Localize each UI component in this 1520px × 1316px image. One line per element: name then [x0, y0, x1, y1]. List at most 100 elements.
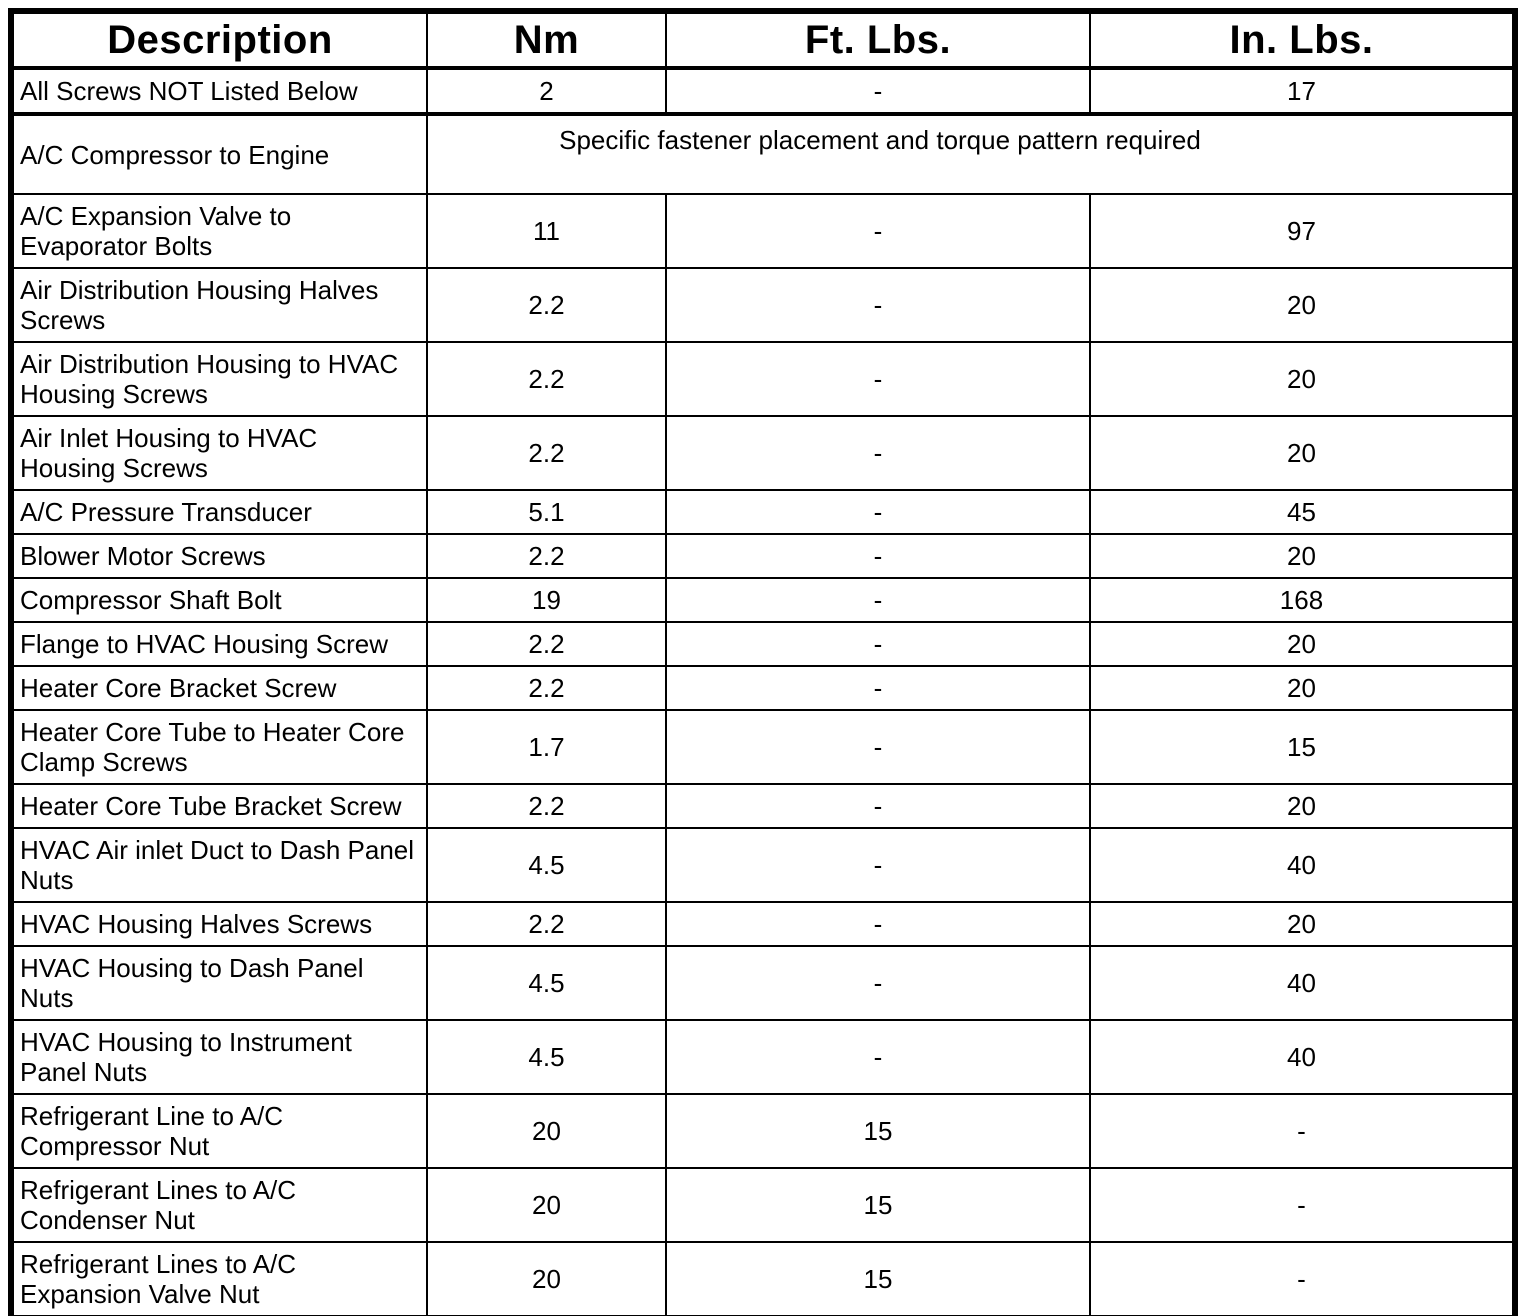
- in-lbs-cell: 45: [1089, 489, 1516, 535]
- description-cell: Air Inlet Housing to HVAC Housing Screws: [10, 415, 428, 491]
- in-lbs-cell: 20: [1089, 415, 1516, 491]
- nm-cell: 11: [426, 193, 667, 269]
- ft-lbs-cell: -: [665, 489, 1091, 535]
- table-row: All Screws NOT Listed Below 2-17: [10, 67, 1516, 116]
- table-row: Heater Core Bracket Screw 2.2-20: [10, 665, 1516, 711]
- description-cell: HVAC Air inlet Duct to Dash Panel Nuts: [10, 827, 428, 903]
- nm-cell: 1.7: [426, 709, 667, 785]
- in-lbs-cell: 17: [1089, 67, 1516, 116]
- table-row: Refrigerant Line to A/C Compressor Nut 20…: [10, 1093, 1516, 1169]
- in-lbs-cell: 20: [1089, 783, 1516, 829]
- in-lbs-cell: 97: [1089, 193, 1516, 269]
- in-lbs-cell: 15: [1089, 709, 1516, 785]
- description-cell: Blower Motor Screws: [10, 533, 428, 579]
- table-row: HVAC Air inlet Duct to Dash Panel Nuts 4.…: [10, 827, 1516, 903]
- table-row: Air Inlet Housing to HVAC Housing Screws…: [10, 415, 1516, 491]
- table-row: Heater Core Tube to Heater Core Clamp Sc…: [10, 709, 1516, 785]
- torque-spec-table: Description Nm Ft. Lbs. In. Lbs. All Scr…: [8, 8, 1518, 1316]
- nm-cell: 20: [426, 1241, 667, 1316]
- ft-lbs-cell: -: [665, 193, 1091, 269]
- table-body: All Screws NOT Listed Below 2-17 A/C Compr…: [10, 67, 1516, 1316]
- table-row: HVAC Housing to Dash Panel Nuts 4.5-40: [10, 945, 1516, 1021]
- nm-cell: 2.2: [426, 621, 667, 667]
- nm-cell: 2.2: [426, 901, 667, 947]
- nm-cell: 2.2: [426, 267, 667, 343]
- in-lbs-cell: -: [1089, 1167, 1516, 1243]
- description-cell: Refrigerant Line to A/C Compressor Nut: [10, 1093, 428, 1169]
- header-ft-lbs: Ft. Lbs.: [665, 10, 1091, 70]
- description-cell: Heater Core Bracket Screw: [10, 665, 428, 711]
- nm-cell: 20: [426, 1093, 667, 1169]
- in-lbs-cell: 20: [1089, 621, 1516, 667]
- nm-cell: 2.2: [426, 665, 667, 711]
- description-cell: Refrigerant Lines to A/C Expansion Valve…: [10, 1241, 428, 1316]
- description-cell: HVAC Housing to Instrument Panel Nuts: [10, 1019, 428, 1095]
- nm-cell: 2.2: [426, 341, 667, 417]
- table-row: HVAC Housing to Instrument Panel Nuts 4.5…: [10, 1019, 1516, 1095]
- ft-lbs-cell: -: [665, 945, 1091, 1021]
- ft-lbs-cell: -: [665, 827, 1091, 903]
- description-cell: HVAC Housing to Dash Panel Nuts: [10, 945, 428, 1021]
- table-row: HVAC Housing Halves Screws 2.2-20: [10, 901, 1516, 947]
- ft-lbs-cell: 15: [665, 1093, 1091, 1169]
- description-cell: Compressor Shaft Bolt: [10, 577, 428, 623]
- table-row: A/C Compressor to Engine Specific fastene…: [10, 113, 1516, 195]
- in-lbs-cell: 20: [1089, 267, 1516, 343]
- in-lbs-cell: 40: [1089, 827, 1516, 903]
- header-nm: Nm: [426, 10, 667, 70]
- ft-lbs-cell: 15: [665, 1241, 1091, 1316]
- table-row: Flange to HVAC Housing Screw 2.2-20: [10, 621, 1516, 667]
- ft-lbs-cell: -: [665, 783, 1091, 829]
- description-cell: Air Distribution Housing Halves Screws: [10, 267, 428, 343]
- description-cell: Heater Core Tube Bracket Screw: [10, 783, 428, 829]
- table-header: Description Nm Ft. Lbs. In. Lbs.: [10, 10, 1516, 70]
- description-cell: All Screws NOT Listed Below: [10, 67, 428, 116]
- description-cell: A/C Pressure Transducer: [10, 489, 428, 535]
- description-cell: Refrigerant Lines to A/C Condenser Nut: [10, 1167, 428, 1243]
- table-row: A/C Pressure Transducer 5.1-45: [10, 489, 1516, 535]
- in-lbs-cell: 20: [1089, 901, 1516, 947]
- ft-lbs-cell: -: [665, 1019, 1091, 1095]
- table-row: Refrigerant Lines to A/C Expansion Valve…: [10, 1241, 1516, 1316]
- nm-cell: 5.1: [426, 489, 667, 535]
- description-cell: Flange to HVAC Housing Screw: [10, 621, 428, 667]
- table-row: Air Distribution Housing Halves Screws 2.…: [10, 267, 1516, 343]
- ft-lbs-cell: -: [665, 267, 1091, 343]
- nm-cell: 4.5: [426, 1019, 667, 1095]
- span-note-cell: Specific fastener placement and torque p…: [426, 113, 1516, 195]
- ft-lbs-cell: -: [665, 901, 1091, 947]
- ft-lbs-cell: -: [665, 341, 1091, 417]
- description-cell: A/C Expansion Valve to Evaporator Bolts: [10, 193, 428, 269]
- description-cell: HVAC Housing Halves Screws: [10, 901, 428, 947]
- in-lbs-cell: 20: [1089, 341, 1516, 417]
- ft-lbs-cell: -: [665, 577, 1091, 623]
- table-row: Refrigerant Lines to A/C Condenser Nut 20…: [10, 1167, 1516, 1243]
- in-lbs-cell: -: [1089, 1241, 1516, 1316]
- ft-lbs-cell: -: [665, 415, 1091, 491]
- header-description: Description: [10, 10, 428, 70]
- nm-cell: 19: [426, 577, 667, 623]
- table-row: Blower Motor Screws 2.2-20: [10, 533, 1516, 579]
- ft-lbs-cell: -: [665, 67, 1091, 116]
- table-row: Compressor Shaft Bolt 19-168: [10, 577, 1516, 623]
- nm-cell: 20: [426, 1167, 667, 1243]
- ft-lbs-cell: 15: [665, 1167, 1091, 1243]
- ft-lbs-cell: -: [665, 533, 1091, 579]
- table-row: A/C Expansion Valve to Evaporator Bolts 1…: [10, 193, 1516, 269]
- in-lbs-cell: 40: [1089, 945, 1516, 1021]
- nm-cell: 2.2: [426, 533, 667, 579]
- ft-lbs-cell: -: [665, 621, 1091, 667]
- header-in-lbs: In. Lbs.: [1089, 10, 1516, 70]
- in-lbs-cell: 40: [1089, 1019, 1516, 1095]
- nm-cell: 2: [426, 67, 667, 116]
- nm-cell: 2.2: [426, 415, 667, 491]
- table-row: Air Distribution Housing to HVAC Housing…: [10, 341, 1516, 417]
- nm-cell: 4.5: [426, 827, 667, 903]
- description-cell: Air Distribution Housing to HVAC Housing…: [10, 341, 428, 417]
- nm-cell: 2.2: [426, 783, 667, 829]
- in-lbs-cell: 168: [1089, 577, 1516, 623]
- ft-lbs-cell: -: [665, 709, 1091, 785]
- ft-lbs-cell: -: [665, 665, 1091, 711]
- in-lbs-cell: 20: [1089, 533, 1516, 579]
